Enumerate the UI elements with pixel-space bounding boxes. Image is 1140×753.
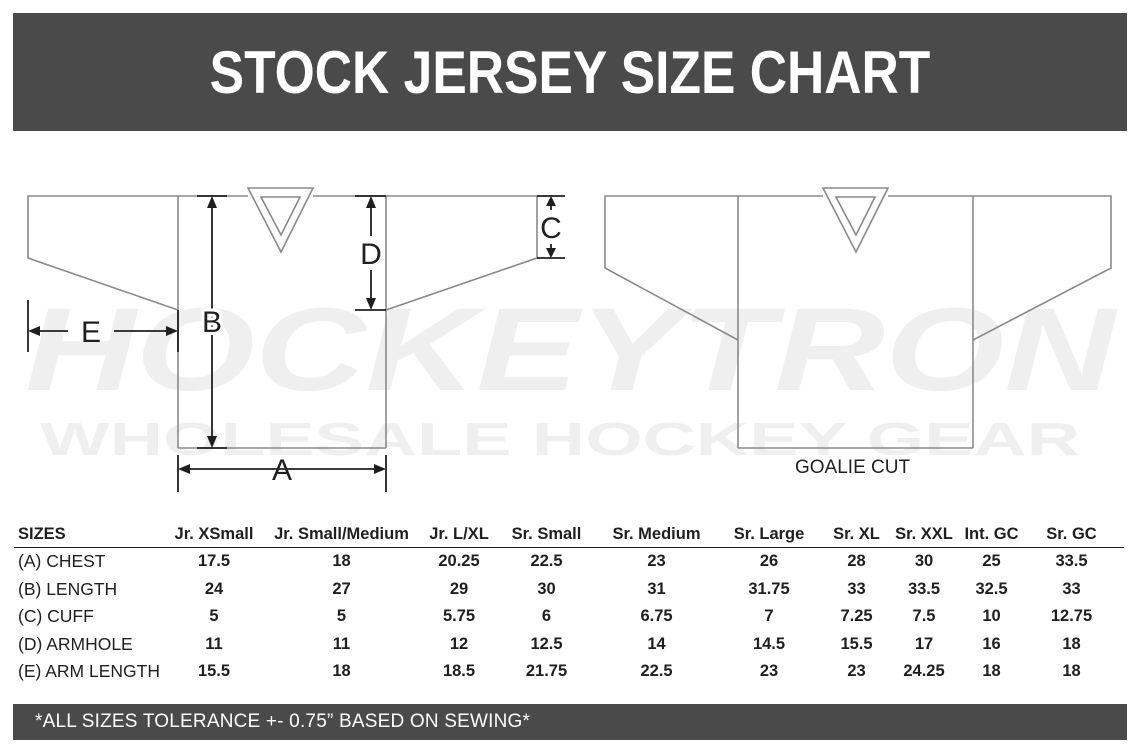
column-header: Jr. XSmall [174, 524, 254, 543]
table-cell: 30 [537, 579, 556, 598]
column-header: Int. GC [964, 524, 1019, 543]
table-cell: 30 [914, 552, 934, 571]
table-cell: 33.5 [1055, 552, 1088, 571]
table-cell: 31 [647, 579, 666, 598]
table-cell: 31.75 [748, 579, 790, 598]
collar-inner [259, 196, 302, 237]
table-cell: 15.5 [840, 634, 873, 653]
table-cell: 18 [1062, 662, 1081, 681]
column-header: Sr. Large [733, 524, 805, 543]
row-label: (E) ARM LENGTH [18, 661, 160, 682]
table-row: (B) LENGTH 24 27 29 30 31 31.75 33 33.5 … [14, 576, 1114, 604]
table-cell: 17.5 [197, 552, 231, 571]
table-cell: 25 [982, 552, 1001, 571]
table-cell: 24 [204, 579, 224, 598]
table-cell: 12.5 [530, 634, 563, 653]
table-row: (A) CHEST 17.5 18 20.25 22.5 23 26 28 30… [14, 548, 1114, 576]
table-cell: 12.75 [1050, 607, 1093, 626]
table-row: (D) ARMHOLE 11 11 12 12.5 14 14.5 15.5 1… [14, 631, 1114, 659]
table-cell: 10 [982, 607, 1001, 626]
table-header-row: SIZES Jr. XSmall Jr. Small/Medium Jr. L/… [14, 520, 1114, 548]
column-header: Sr. XL [833, 524, 880, 543]
goalie-collar-inner [834, 196, 877, 237]
goalie-collar-outer [821, 187, 890, 254]
goalie-jersey-outline [604, 187, 1112, 449]
table-row: (C) CUFF 5 5 5.75 6 6.75 7 7.25 7.5 10 1… [14, 603, 1114, 631]
column-header: Jr. L/XL [429, 524, 489, 543]
table-cell: 12 [449, 634, 469, 653]
table-cell: 11 [205, 634, 223, 653]
column-header: Sr. GC [1046, 524, 1097, 543]
table-cell: 23 [847, 662, 866, 681]
column-header: Sr. Small [511, 524, 582, 543]
column-header: Sr. Medium [612, 524, 701, 543]
goalie-cut-label: GOALIE CUT [795, 457, 911, 478]
column-header: Sr. XXL [895, 524, 953, 543]
table-cell: 6 [541, 607, 552, 626]
row-label: (D) ARMHOLE [18, 633, 133, 654]
table-cell: 14 [647, 634, 666, 653]
table-cell: 18 [982, 662, 1001, 681]
label-a: A [272, 454, 292, 487]
label-c: C [540, 212, 562, 245]
table-cell: 27 [332, 579, 351, 598]
sizes-header: SIZES [18, 524, 66, 543]
table-cell: 11 [332, 634, 351, 653]
table-row: (E) ARM LENGTH 15.5 18 18.5 21.75 22.5 2… [14, 658, 1114, 686]
table-cell: 17 [914, 634, 934, 653]
dimension-labels: A B C D E [81, 212, 562, 487]
jersey-diagrams: A B C D E [27, 187, 1112, 492]
table-cell: 29 [449, 579, 469, 598]
table-cell: 20.25 [438, 552, 480, 571]
table-cell: 18 [332, 552, 351, 571]
page-title: STOCK JERSEY SIZE CHART [209, 38, 931, 106]
dimension-lines [27, 195, 565, 492]
table-cell: 15.5 [197, 662, 231, 681]
header-divider [14, 547, 1124, 548]
title-banner: STOCK JERSEY SIZE CHART [13, 13, 1127, 131]
table-cell: 18.5 [442, 662, 476, 681]
column-header: Jr. Small/Medium [274, 524, 409, 543]
table-cell: 7.5 [912, 607, 936, 626]
row-label: (C) CUFF [18, 606, 94, 627]
size-table: SIZES Jr. XSmall Jr. Small/Medium Jr. L/… [14, 520, 1114, 686]
table-cell: 32.5 [975, 579, 1008, 598]
table-cell: 23 [647, 552, 666, 571]
table-cell: 26 [759, 552, 779, 571]
standard-jersey-outline [27, 187, 538, 449]
table-cell: 14.5 [752, 634, 786, 653]
table-cell: 22.5 [530, 552, 563, 571]
table-cell: 6.75 [640, 607, 673, 626]
table-cell: 5 [336, 607, 347, 626]
footer-banner: *ALL SIZES TOLERANCE +- 0.75” BASED ON S… [13, 704, 1127, 740]
table-cell: 18 [1062, 634, 1081, 653]
table-cell: 33 [1062, 579, 1081, 598]
table-cell: 21.75 [525, 662, 568, 681]
label-d: D [360, 238, 382, 271]
table-cell: 28 [847, 552, 866, 571]
collar-outer [246, 187, 315, 254]
label-b: B [202, 306, 222, 339]
label-e: E [81, 316, 101, 349]
table-cell: 16 [982, 634, 1001, 653]
table-cell: 7.25 [840, 607, 873, 626]
row-label: (A) CHEST [18, 551, 106, 572]
table-cell: 18 [332, 662, 351, 681]
table-cell: 5 [209, 607, 219, 626]
table-cell: 7 [764, 607, 774, 626]
row-label: (B) LENGTH [18, 578, 118, 599]
table-cell: 33.5 [907, 579, 941, 598]
table-cell: 22.5 [640, 662, 673, 681]
table-cell: 24.25 [903, 662, 945, 681]
table-cell: 23 [759, 662, 779, 681]
table-cell: 33 [847, 579, 866, 598]
tolerance-note: *ALL SIZES TOLERANCE +- 0.75” BASED ON S… [35, 711, 531, 732]
table-cell: 5.75 [442, 607, 476, 626]
